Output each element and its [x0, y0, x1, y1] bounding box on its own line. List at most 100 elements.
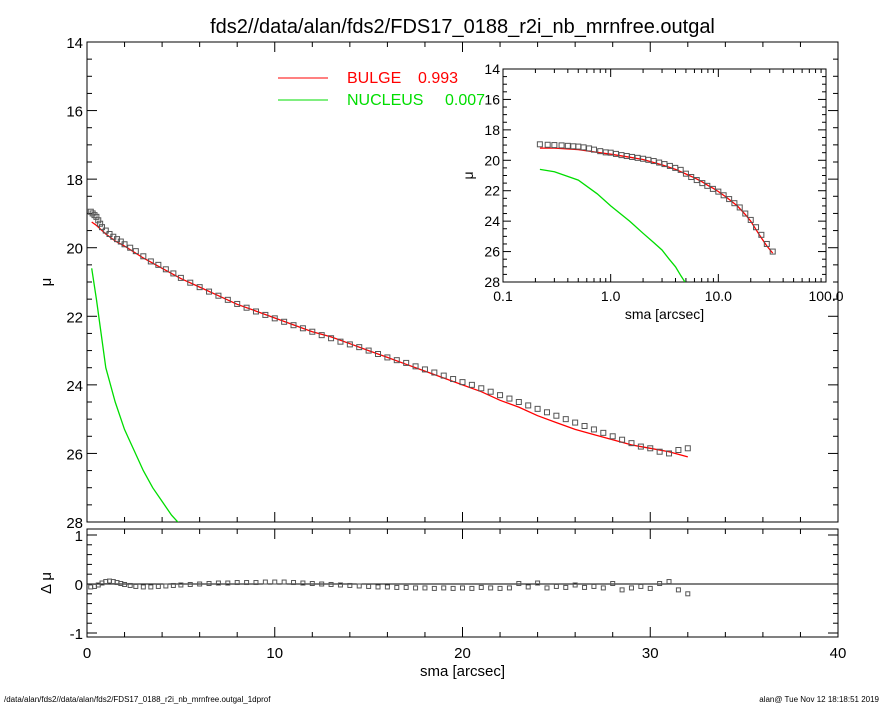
inset-data-point: [536, 141, 543, 148]
inset-data-point: [597, 148, 604, 155]
main-data-point: [234, 300, 241, 307]
residual-data-point: [155, 583, 161, 589]
main-ytick-label: 28: [66, 515, 83, 532]
inset-nucleus-line: [539, 168, 686, 282]
residual-data-point: [403, 584, 409, 590]
main-data-point: [89, 210, 96, 217]
residual-data-point: [272, 579, 278, 585]
inset-data-point: [590, 146, 597, 153]
main-data-point: [309, 328, 316, 335]
main-data-point: [450, 376, 457, 383]
residual-data-point: [366, 583, 372, 589]
residual-data-point: [553, 583, 559, 589]
inset-data-point: [736, 204, 743, 211]
residual-data-point: [563, 584, 569, 590]
inset-data-point: [747, 216, 754, 223]
main-data-point: [675, 447, 682, 453]
inset-xtick-label: 0.1: [493, 288, 513, 304]
inset-ytick-label: 26: [484, 244, 500, 260]
main-data-point: [609, 433, 616, 440]
residual-data-point: [638, 583, 644, 589]
main-data-point: [590, 426, 597, 433]
residual-data-point: [619, 587, 625, 593]
main-data-point: [365, 347, 372, 354]
main-data-point: [224, 296, 231, 303]
main-data-point: [95, 217, 102, 224]
residual-xtick-label: 30: [642, 645, 659, 662]
residual-data-point: [600, 585, 606, 591]
main-data-point: [534, 405, 541, 412]
inset-data-point: [558, 142, 565, 149]
main-data-point: [140, 253, 147, 260]
residual-data-point: [572, 582, 578, 588]
residual-xtick-label: 20: [454, 645, 471, 662]
inset-xtick-label: 1.0: [601, 288, 621, 304]
main-data-point: [628, 440, 635, 447]
residual-data-point: [591, 583, 597, 589]
residual-data-point: [291, 580, 297, 586]
residual-xtick-label: 40: [830, 645, 847, 662]
main-ytick-label: 20: [66, 241, 83, 258]
residual-data-point: [197, 581, 203, 587]
main-data-point: [318, 332, 325, 339]
residual-data-point: [478, 584, 484, 590]
main-ytick-label: 14: [66, 35, 83, 52]
inset-data-point: [742, 210, 749, 217]
residual-data-point: [582, 584, 588, 590]
residual-data-point: [450, 585, 456, 591]
main-data-point: [281, 318, 288, 325]
residual-ytick-label: 1: [75, 528, 83, 545]
residual-data-point: [685, 591, 691, 597]
legend-bulge-name: BULGE: [347, 70, 401, 87]
residual-xtick-label: 0: [83, 645, 91, 662]
residual-data-point: [497, 585, 503, 591]
main-data-point: [132, 248, 139, 255]
residual-data-point: [206, 581, 212, 587]
main-data-point: [440, 372, 447, 379]
residual-data-point: [488, 585, 494, 591]
residual-data-point: [384, 584, 390, 590]
main-data-point: [393, 357, 400, 364]
main-data-point: [271, 315, 278, 322]
main-data-point: [684, 445, 691, 452]
main-data-point: [506, 395, 513, 402]
inset-data-point: [693, 177, 700, 184]
residual-data-point: [215, 580, 221, 586]
main-data-point: [196, 284, 203, 291]
main-data-point: [553, 412, 560, 419]
footer-file-path: /data/alan/fds2//data/alan/fds2/FDS17_01…: [4, 695, 271, 704]
main-data-point: [572, 419, 579, 426]
main-ytick-label: 16: [66, 104, 83, 121]
residual-data-point: [234, 580, 240, 586]
main-data-point: [97, 220, 104, 227]
inset-y-axis-label: μ: [460, 171, 476, 179]
residual-data-point: [225, 580, 231, 586]
main-data-point: [215, 292, 222, 299]
main-data-point: [562, 416, 569, 423]
residual-data-point: [422, 585, 428, 591]
residual-data-point: [262, 579, 268, 585]
main-data-point: [497, 392, 504, 399]
legend-nucleus-value: 0.007: [445, 92, 485, 109]
residual-data-point: [675, 587, 681, 593]
inset-data-point: [763, 240, 770, 247]
residual-data-point: [628, 585, 634, 591]
residual-data-point: [535, 580, 541, 586]
residual-data-point: [647, 585, 653, 591]
main-data-point: [252, 308, 259, 315]
residual-data-point: [187, 581, 193, 587]
inset-series-group: [536, 141, 776, 282]
main-data-point: [162, 266, 169, 273]
residual-data-point: [319, 581, 325, 587]
legend-bulge-value: 0.993: [418, 70, 458, 87]
inset-xtick-label: 100.0: [808, 288, 843, 304]
inset-ytick-label: 28: [484, 274, 500, 290]
inset-data-point: [704, 182, 711, 189]
residual-data-point: [347, 582, 353, 588]
residual-data-point: [281, 579, 287, 585]
main-data-point: [328, 335, 335, 342]
main-data-point: [337, 338, 344, 345]
main-data-point: [637, 443, 644, 450]
inset-plot-frame: [502, 68, 827, 283]
